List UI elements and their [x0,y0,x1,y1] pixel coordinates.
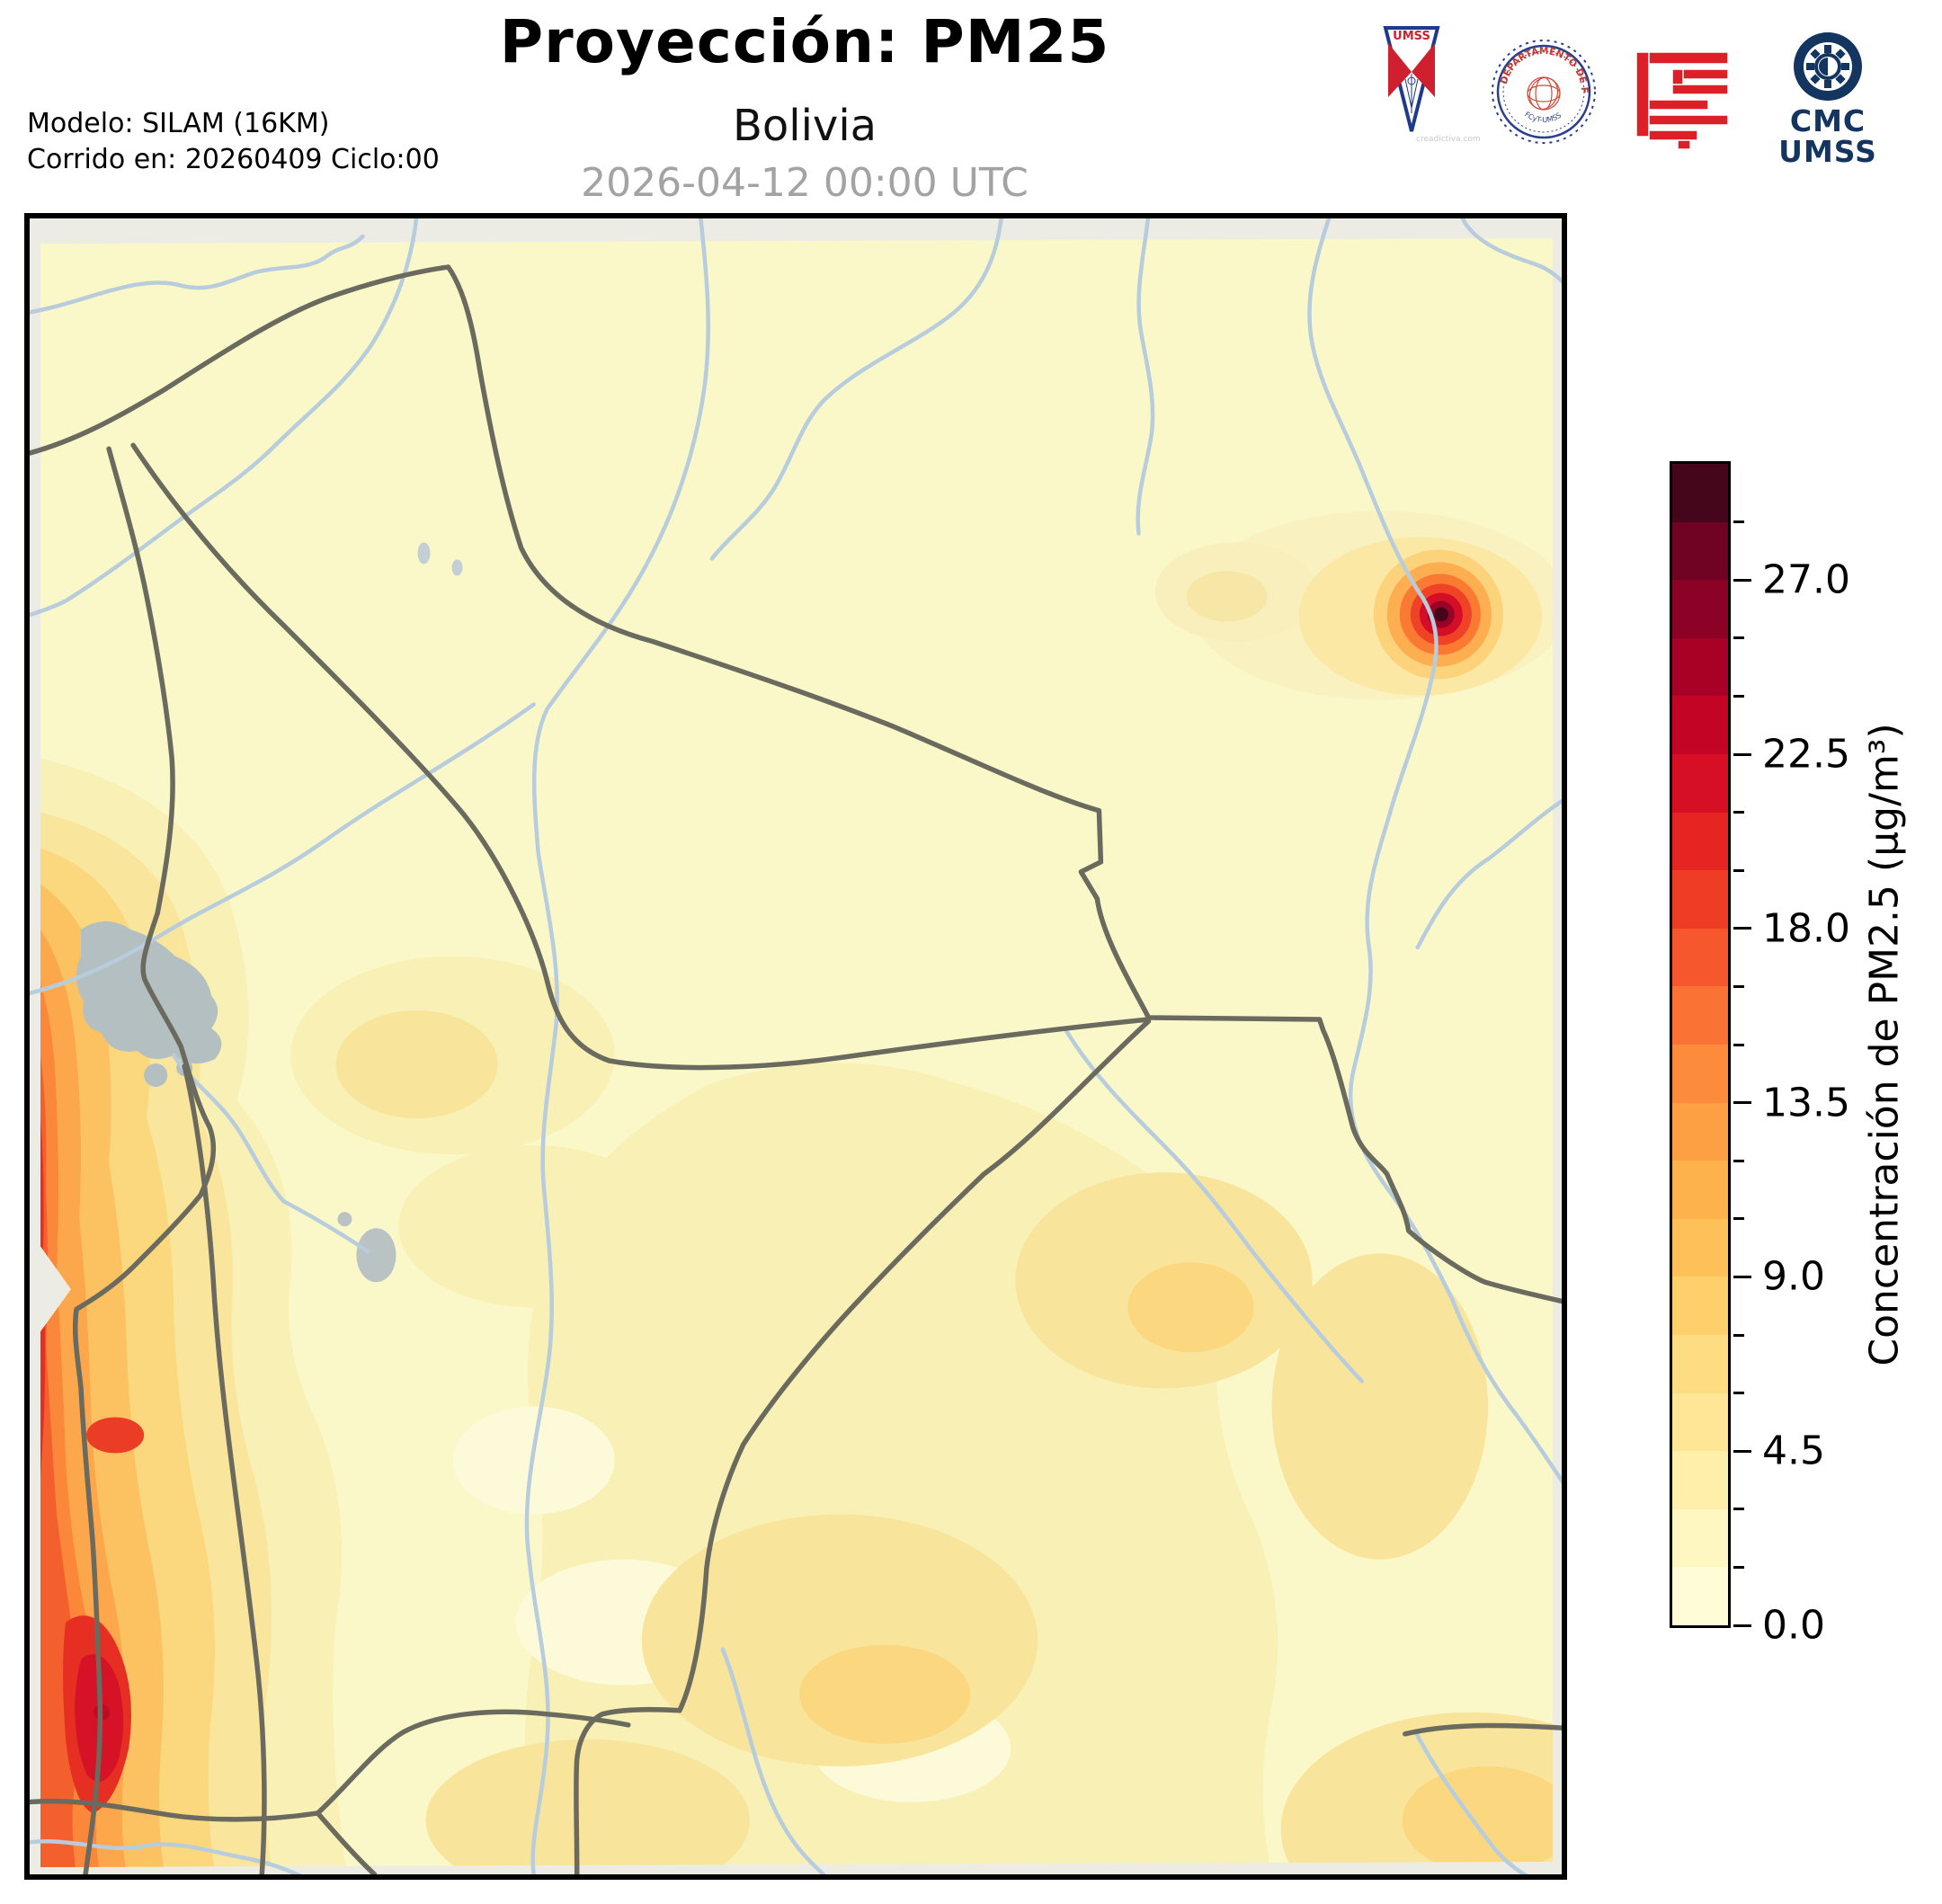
colorbar-major-tick [1733,1450,1751,1453]
colorbar-gradient [1670,461,1731,1628]
red-maze-glyph [1636,52,1728,149]
colorbar-minor-tick [1733,1217,1744,1220]
cmc-logo-text: CMC UMSS [1778,106,1877,167]
colorbar-minor-tick [1733,811,1744,814]
colorbar-segment [1672,638,1728,697]
bolivia-pm25-map [30,218,1562,1874]
page-title: Proyección: PM25 [0,7,1609,76]
colorbar-segment [1672,1335,1728,1393]
colorbar-segment [1672,1277,1728,1335]
fcyt-red-logo [1635,45,1732,151]
colorbar-segment [1672,1567,1728,1625]
colorbar-minor-tick [1733,1508,1744,1510]
lake-poopo [356,1228,396,1282]
model-info: Modelo: SILAM (16KM) Corrido en: 2026040… [27,106,440,178]
colorbar-segment [1672,1045,1728,1103]
cmc-line2: UMSS [1778,137,1877,167]
model-name-label: Modelo: SILAM (16KM) [27,106,440,142]
colorbar-major-tick [1733,927,1751,930]
colorbar-segment [1672,870,1728,929]
colorbar-minor-tick [1733,695,1744,698]
cmc-line1: CMC [1778,106,1877,137]
colorbar-tick-label: 13.5 [1762,1080,1850,1125]
colorbar-tick-label: 4.5 [1762,1428,1825,1474]
colorbar-tick-label: 0.0 [1762,1603,1825,1649]
colorbar-segment [1672,580,1728,638]
colorbar-minor-tick [1733,1160,1744,1162]
colorbar-segment [1672,986,1728,1045]
colorbar-minor-tick [1733,985,1744,988]
colorbar-minor-tick [1733,869,1744,872]
fisica-seal-logo: DEPARTAMENTO DE FÍSICA FCyT-UMSS [1488,36,1599,147]
colorbar-major-tick [1733,1101,1751,1104]
colorbar-minor-tick [1733,1334,1744,1337]
colorbar-minor-tick [1733,1566,1744,1569]
colorbar-segment [1672,696,1728,754]
colorbar-segment [1672,929,1728,987]
colorbar-segment [1672,1451,1728,1509]
colorbar-segment [1672,522,1728,581]
colorbar-segment [1672,464,1728,522]
colorbar-tick-label: 22.5 [1762,732,1850,778]
colorbar-major-tick [1733,1276,1751,1278]
model-run-label: Corrido en: 20260409 Ciclo:00 [27,142,440,178]
colorbar-minor-tick [1733,520,1744,523]
colorbar-segment [1672,1219,1728,1277]
colorbar-tick-label: 27.0 [1762,557,1850,603]
pennant-watermark: creadictiva.com [1416,135,1481,144]
colorbar-major-tick [1733,753,1751,756]
colorbar-segment [1672,1393,1728,1452]
colorbar-major-tick [1733,1624,1751,1627]
umss-pennant-logo: UMSS [1383,25,1440,138]
cmc-umss-logo [1785,29,1871,106]
colorbar-segment [1672,754,1728,813]
colorbar-segment [1672,1161,1728,1219]
colorbar-minor-tick [1733,1392,1744,1394]
figure-canvas: Proyección: PM25 Bolivia 2026-04-12 00:0… [0,0,1942,1904]
colorbar-minor-tick [1733,1044,1744,1046]
colorbar-major-tick [1733,579,1751,582]
colorbar-tick-label: 9.0 [1762,1254,1825,1300]
colorbar-segment [1672,1103,1728,1161]
colorbar-tick-label: 18.0 [1762,905,1850,951]
colorbar-axis-label: Concentración de PM2.5 (µg/m³) [1862,723,1908,1366]
map-panel [24,213,1567,1880]
colorbar-segment [1672,1509,1728,1568]
pennant-text: UMSS [1393,30,1430,43]
colorbar-segment [1672,813,1728,871]
colorbar-minor-tick [1733,636,1744,639]
